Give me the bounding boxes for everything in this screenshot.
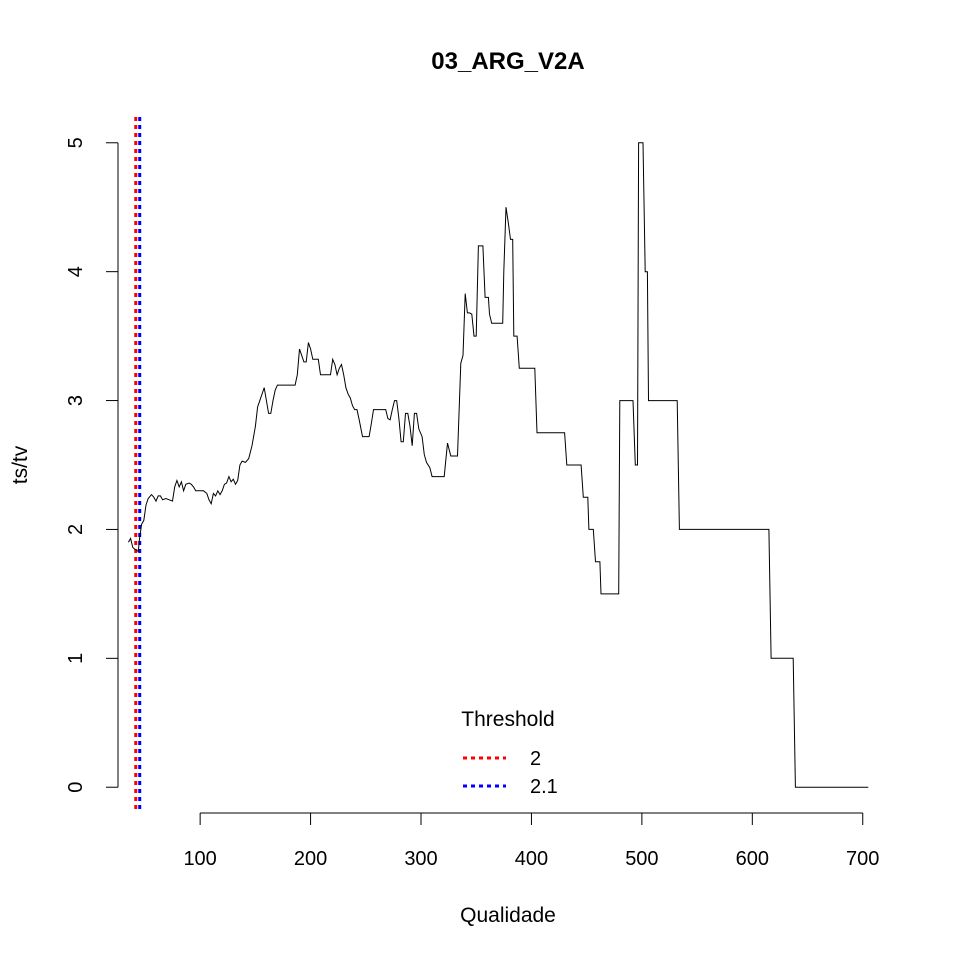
y-tick-label: 0 bbox=[65, 782, 87, 793]
x-tick-label: 100 bbox=[183, 848, 216, 870]
legend-label: 2 bbox=[530, 748, 541, 770]
y-axis: 0 1 2 3 4 5 bbox=[65, 137, 119, 793]
y-tick-label: 4 bbox=[65, 266, 87, 277]
x-tick-label: 700 bbox=[846, 848, 879, 870]
series-line bbox=[127, 142, 869, 788]
x-tick-label: 200 bbox=[294, 848, 327, 870]
y-axis-label: ts/tv bbox=[9, 445, 32, 484]
x-tick-label: 600 bbox=[736, 848, 769, 870]
y-tick-label: 3 bbox=[65, 395, 87, 406]
x-tick-label: 300 bbox=[404, 848, 437, 870]
x-axis: 100 200 300 400 500 600 700 bbox=[183, 812, 879, 870]
legend-label: 2.1 bbox=[530, 776, 558, 798]
x-axis-label: Qualidade bbox=[460, 904, 556, 927]
threshold-lines bbox=[134, 117, 142, 813]
x-tick-label: 400 bbox=[515, 848, 548, 870]
y-tick-label: 1 bbox=[65, 653, 87, 664]
series-layer bbox=[127, 142, 869, 788]
x-tick-label: 500 bbox=[625, 848, 658, 870]
legend-title: Threshold bbox=[461, 708, 554, 731]
chart-title: 03_ARG_V2A bbox=[431, 48, 584, 75]
y-tick-label: 2 bbox=[65, 524, 87, 535]
y-tick-label: 5 bbox=[65, 137, 87, 148]
legend: Threshold 2 2.1 bbox=[461, 708, 558, 798]
